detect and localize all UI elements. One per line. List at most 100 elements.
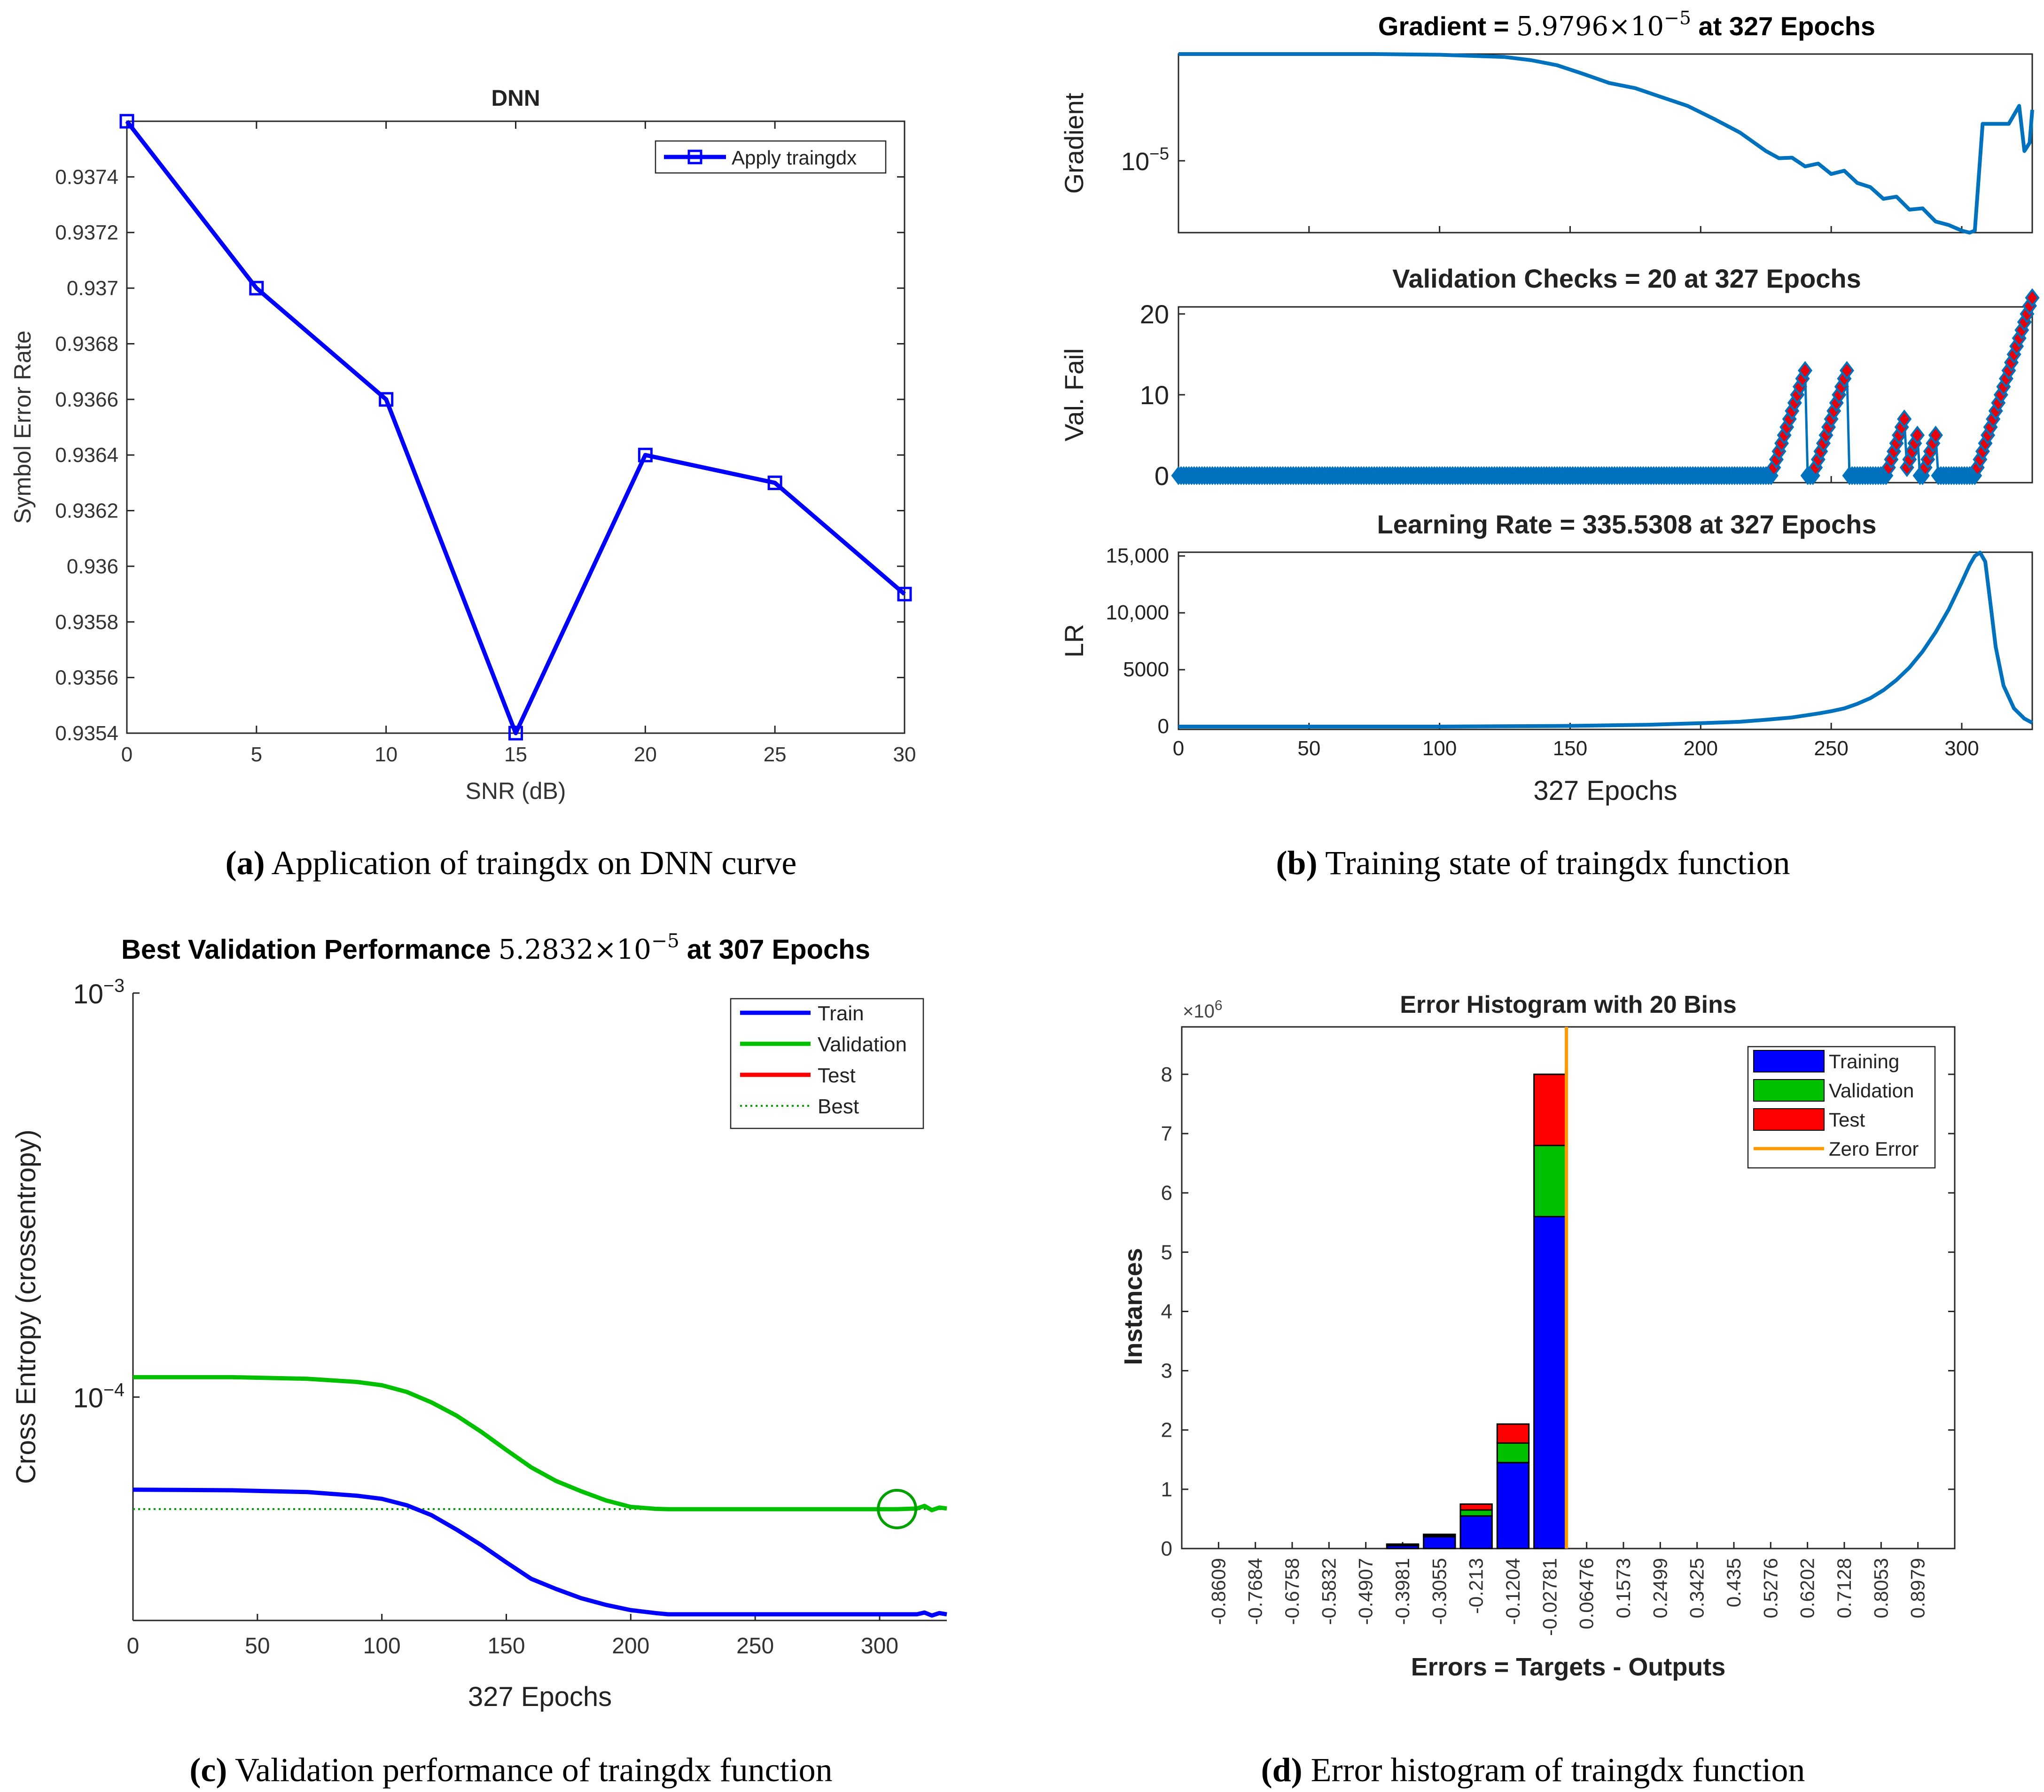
legend-label: Apply traingdx	[732, 147, 857, 169]
x-tick-label: 0.2499	[1649, 1558, 1671, 1618]
legend-marker	[687, 149, 702, 164]
x-tick-label: 100	[1422, 737, 1457, 760]
x-tick-label: -0.4907	[1355, 1558, 1377, 1625]
plot-area	[126, 120, 905, 734]
bar-training	[1459, 1515, 1493, 1549]
bar-training	[1423, 1536, 1456, 1549]
y-axis-label: Instances	[1119, 1248, 1147, 1365]
plot-area-lr	[1178, 551, 2033, 730]
x-tick-label: -0.213	[1465, 1558, 1487, 1614]
x-tick-label: 30	[893, 743, 916, 766]
gradient-title: Gradient = 5.9796×10−5 at 327 Epochs	[1378, 8, 1875, 42]
chart-b: Gradient = 5.9796×10−5 at 327 Epochs 10−5…	[1059, 8, 2040, 806]
legend-label: Train	[818, 1002, 864, 1025]
x-tick-label: 15	[504, 743, 527, 766]
bar-test	[1533, 1073, 1567, 1146]
x-tick-label: 10	[374, 743, 398, 766]
x-tick-label: -0.8609	[1207, 1558, 1229, 1625]
x-tick-label: 0	[121, 743, 133, 766]
y-tick-label: 10−4	[73, 1379, 125, 1413]
y-tick-label: 0.937	[67, 277, 118, 300]
legend-label: Best	[818, 1095, 859, 1118]
legend-swatch	[1753, 1079, 1825, 1102]
caption-d-text: Error histogram of traingdx function	[1302, 1751, 1805, 1789]
x-tick-label: 0	[1173, 737, 1184, 760]
y-tick-label: 8	[1161, 1063, 1172, 1086]
gradient-line	[1178, 52, 2034, 235]
x-tick-label: 0	[127, 1634, 140, 1659]
bar-test	[1459, 1503, 1493, 1511]
bar-validation	[1496, 1442, 1530, 1463]
y-tick-label: 0.9362	[55, 500, 118, 523]
y-tick-label: 1	[1161, 1478, 1172, 1501]
x-axis-label: 327 Epochs	[468, 1682, 612, 1712]
lr-y-tick-label: 10,000	[1106, 601, 1169, 624]
x-tick-label: 0.5276	[1759, 1558, 1781, 1618]
data-point	[379, 392, 394, 407]
legend-label: Training	[1829, 1050, 1899, 1072]
series-line-validation	[133, 1375, 947, 1512]
y-tick-label: 0.9372	[55, 221, 118, 244]
gradient-y-tick-label: 10−5	[1121, 144, 1169, 176]
data-point	[767, 475, 782, 490]
legend-label: Validation	[818, 1033, 907, 1056]
bar-test	[1496, 1423, 1530, 1444]
valfail-marker	[1928, 425, 1943, 445]
legend-swatch	[1753, 1108, 1825, 1131]
x-tick-label: 0.6202	[1796, 1558, 1818, 1618]
lr-title: Learning Rate = 335.5308 at 327 Epochs	[1377, 509, 1877, 539]
data-point	[119, 114, 134, 129]
y-tick-label: 0.9358	[55, 610, 118, 634]
legend-swatch	[1753, 1050, 1825, 1072]
y-tick-label: 2	[1161, 1419, 1172, 1442]
valfail-marker	[1910, 425, 1925, 445]
x-axis-label: Errors = Targets - Outputs	[1411, 1653, 1726, 1681]
x-axis-label: SNR (dB)	[466, 778, 566, 804]
lr-y-tick-label: 5000	[1123, 658, 1169, 681]
caption-b-label: (b)	[1276, 844, 1318, 882]
caption-c: (c) Validation performance of traingdx f…	[0, 1751, 1022, 1790]
valfail-title: Validation Checks = 20 at 327 Epochs	[1392, 264, 1861, 293]
x-tick-label: 150	[487, 1634, 525, 1659]
x-tick-label: -0.6758	[1281, 1558, 1303, 1625]
y-tick-label: 5	[1161, 1241, 1172, 1264]
x-tick-label: 200	[612, 1634, 649, 1659]
x-tick-label: 5	[251, 743, 262, 766]
best-marker	[877, 1488, 918, 1529]
legend-label: Test	[818, 1064, 856, 1087]
legend-box	[730, 998, 924, 1129]
valfail-y-tick-label: 20	[1140, 299, 1169, 329]
x-tick-label: 250	[736, 1634, 774, 1659]
x-tick-label: -0.1204	[1502, 1558, 1524, 1625]
x-tick-label: 20	[634, 743, 657, 766]
x-tick-label: 0.06476	[1576, 1558, 1598, 1629]
y-tick-label: 0.936	[67, 555, 118, 578]
bar-training	[1496, 1462, 1530, 1549]
x-tick-label: 0.435	[1723, 1558, 1745, 1607]
x-tick-label: 150	[1553, 737, 1587, 760]
y-tick-label: 0.9366	[55, 388, 118, 411]
bar-validation	[1459, 1509, 1493, 1517]
y-tick-label: 0.9374	[55, 165, 118, 188]
caption-d: (d) Error histogram of traingdx function	[1022, 1751, 2044, 1790]
x-tick-label: -0.02781	[1538, 1558, 1560, 1636]
valfail-y-label: Val. Fail	[1059, 348, 1089, 441]
x-tick-label: -0.7684	[1244, 1558, 1266, 1625]
caption-c-text: Validation performance of traingdx funct…	[227, 1751, 833, 1789]
x-tick-label: 250	[1814, 737, 1848, 760]
data-point	[897, 587, 912, 602]
valfail-marker	[1839, 361, 1854, 380]
x-tick-label: 25	[764, 743, 787, 766]
data-point	[638, 447, 653, 462]
chart-d: Error Histogram with 20 Bins ×106 0 1 2 3 4 5 6 7…	[1119, 991, 1956, 1681]
x-tick-label: -0.3055	[1428, 1558, 1450, 1625]
lr-y-tick-label: 15,000	[1106, 544, 1169, 567]
y-tick-label: 10−3	[73, 976, 125, 1009]
valfail-marker	[1897, 409, 1912, 429]
x-tick-label: -0.3981	[1391, 1558, 1413, 1625]
y-tick-label: 6	[1161, 1182, 1172, 1205]
x-tick-label: 0.1573	[1612, 1558, 1634, 1618]
caption-a-text: Application of traingdx on DNN curve	[265, 844, 797, 882]
caption-a-label: (a)	[225, 844, 265, 882]
x-tick-label: -0.5832	[1318, 1558, 1340, 1625]
